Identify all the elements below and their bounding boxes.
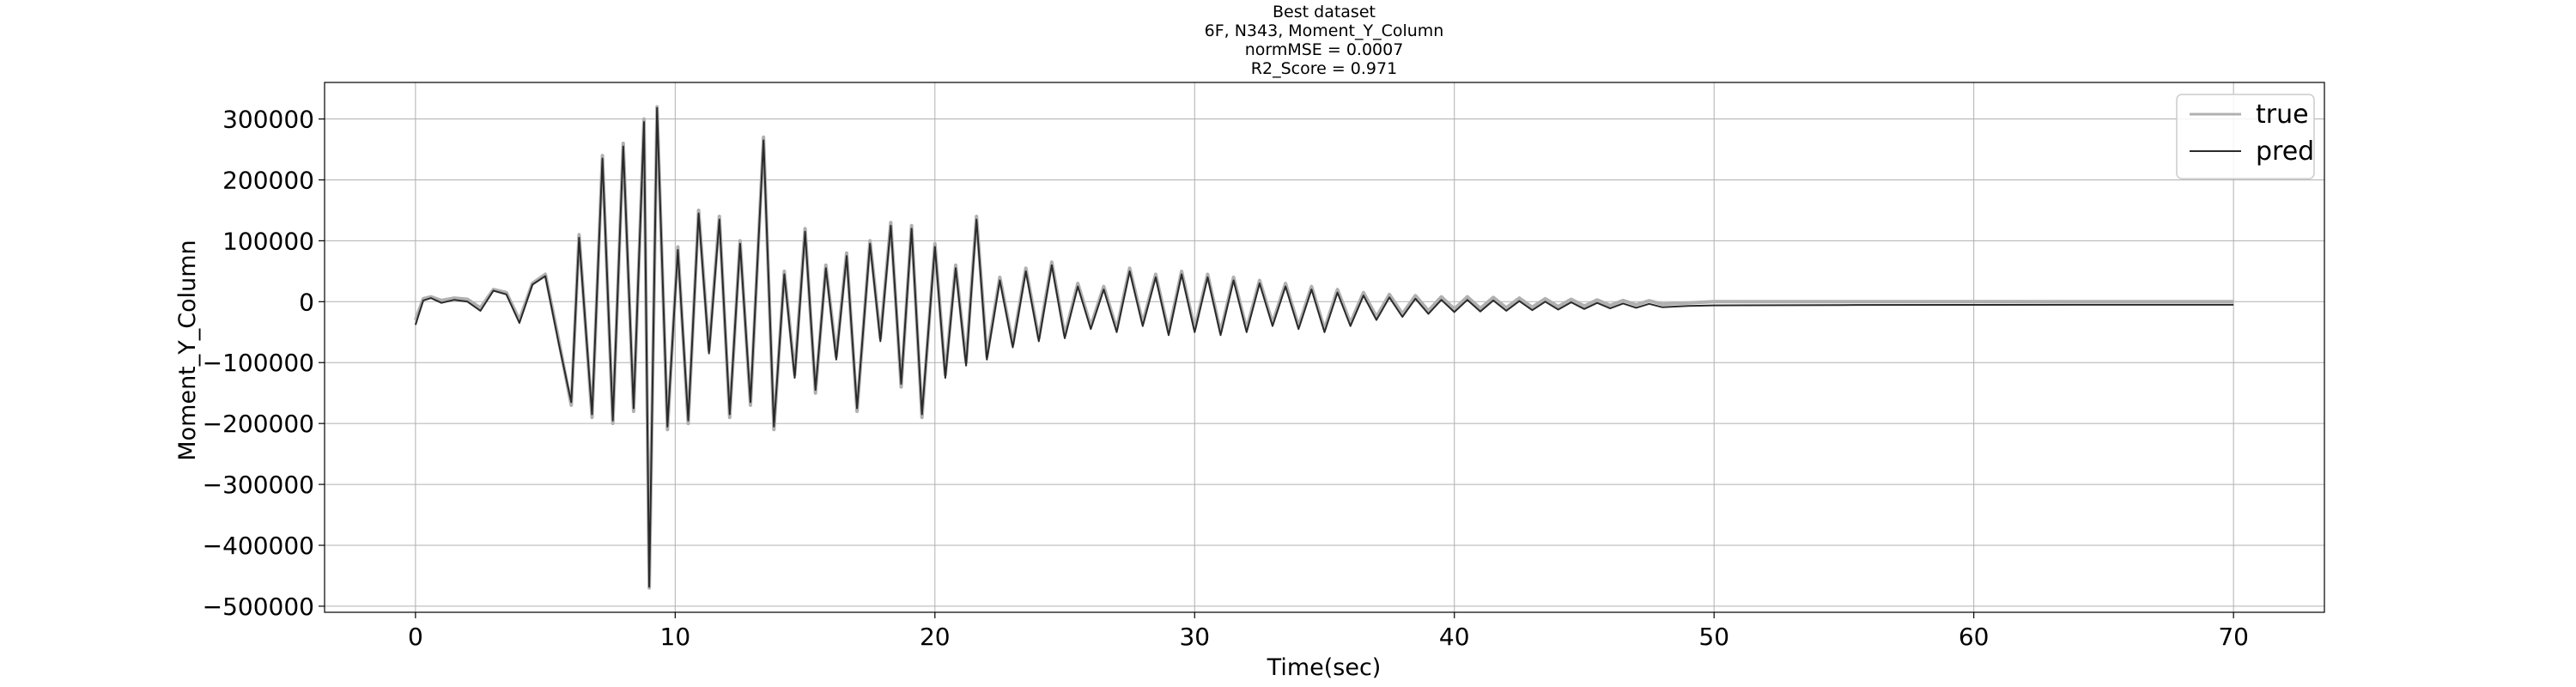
y-tick-label: 100000 (222, 227, 314, 255)
y-tick-label: 200000 (222, 166, 314, 194)
y-tick-label: −200000 (203, 410, 314, 438)
plot-frame (324, 82, 2325, 613)
x-tick-label: 50 (1698, 623, 1729, 651)
y-tick-label: −300000 (203, 471, 314, 499)
legend: true pred (2176, 94, 2315, 179)
y-tick-label: 300000 (222, 106, 314, 134)
title-line-4: R2_Score = 0.971 (1251, 59, 1397, 78)
series-line-pred (414, 106, 2234, 588)
y-tick-label: −500000 (203, 593, 314, 621)
x-tick-label: 20 (920, 623, 951, 651)
y-tick-label: −100000 (203, 349, 314, 377)
y-axis-label: Moment_Y_Column (174, 240, 201, 460)
series-line-true (414, 105, 2234, 590)
x-axis-label: Time(sec) (1267, 654, 1382, 681)
x-tick-label: 0 (408, 623, 423, 651)
x-tick-label: 40 (1439, 623, 1470, 651)
title-line-2: 6F, N343, Moment_Y_Column (1205, 21, 1444, 40)
y-tick-label: −400000 (203, 532, 314, 560)
x-tick-label: 70 (2218, 623, 2249, 651)
title-line-1: Best dataset (1273, 3, 1376, 21)
y-axis-ticks: −500000 −400000 −300000 −200000 −100000 0 1000… (203, 106, 325, 621)
x-tick-label: 10 (660, 623, 691, 651)
y-tick-label: 0 (299, 288, 314, 316)
chart-title: Best dataset 6F, N343, Moment_Y_Column n… (1205, 3, 1444, 78)
series-lines (414, 105, 2234, 590)
x-tick-label: 60 (1959, 623, 1990, 651)
x-axis-ticks: 0 10 20 30 40 50 60 70 (408, 612, 2249, 651)
legend-label-true: true (2256, 100, 2309, 130)
title-line-3: normMSE = 0.0007 (1245, 40, 1404, 59)
legend-label-pred: pred (2256, 137, 2314, 167)
x-tick-label: 30 (1179, 623, 1210, 651)
